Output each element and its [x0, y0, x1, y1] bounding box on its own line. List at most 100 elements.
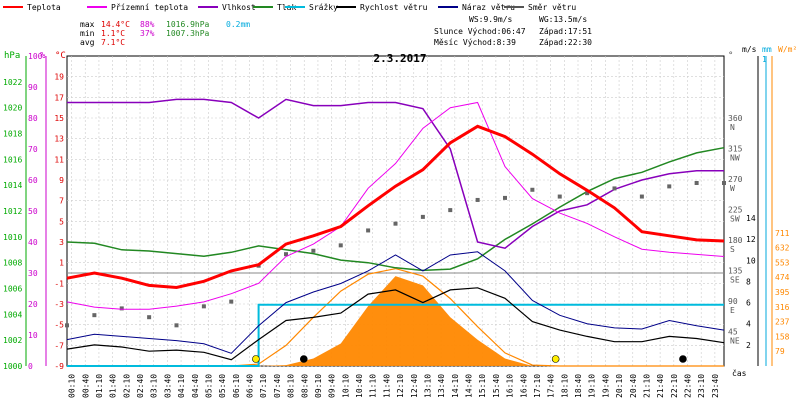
- tick-label-temp: 9: [59, 176, 64, 185]
- tick-label-ms: 2: [746, 341, 751, 350]
- x-tick-label: 03:40: [163, 374, 172, 398]
- legend-label: Srážky: [309, 3, 338, 12]
- wind-direction-point: [503, 195, 507, 200]
- x-tick-label: 18:10: [560, 374, 569, 398]
- tick-label-mm: 1: [762, 55, 767, 64]
- wind-direction-point: [92, 313, 97, 318]
- wind-direction-point: [366, 228, 371, 233]
- x-tick-label: 09:40: [328, 374, 337, 398]
- tick-label-pct: 80: [28, 114, 38, 123]
- tick-label-temp: 7: [59, 197, 64, 206]
- tick-label-dir: S: [730, 245, 735, 254]
- wind-direction-point: [585, 191, 590, 196]
- series-ground-temperature: [66, 101, 725, 310]
- tick-label-temp: -9: [54, 362, 64, 371]
- tick-label-temp: 15: [54, 114, 64, 123]
- tick-label-wm2: 711: [775, 229, 790, 238]
- x-tick-label: 03:10: [150, 374, 159, 398]
- labels-layer: 2.3.2017 max 14.4°C 88% 1016.9hPa 0.2mm min 1.1…: [80, 15, 592, 65]
- wind-direction-point: [284, 252, 288, 257]
- tick-label-hpa: 1006: [3, 285, 22, 294]
- x-tick-label: 04:10: [177, 374, 186, 398]
- wind-direction-point: [667, 184, 672, 189]
- axis-unit-ms: m/s: [742, 45, 757, 54]
- stats-min-press: 1007.3hPa: [166, 29, 210, 38]
- legend-label: Teplota: [27, 3, 61, 12]
- tick-label-dir: NW: [730, 154, 740, 163]
- wind-direction-point: [65, 323, 69, 328]
- stats-min-label: min: [80, 29, 95, 38]
- wind-direction-point: [448, 208, 453, 213]
- tick-label-wm2: 316: [775, 303, 790, 312]
- tick-label-wm2: 553: [775, 258, 790, 267]
- x-tick-label: 11:40: [382, 374, 391, 398]
- x-tick-label: 08:40: [300, 374, 309, 398]
- x-tick-label: 01:40: [109, 374, 118, 398]
- x-tick-label: 17:40: [547, 374, 556, 398]
- tick-label-wm2: 237: [775, 318, 790, 327]
- wind-direction-point: [530, 187, 535, 192]
- tick-label-deg: 315: [728, 145, 743, 154]
- tick-label-pct: 40: [28, 238, 38, 247]
- series-temperature: [66, 124, 725, 290]
- tick-label-hpa: 1002: [3, 336, 22, 345]
- tick-label-hpa: 1016: [3, 155, 22, 164]
- x-tick-label: 19:10: [588, 374, 597, 398]
- marker-moonset: [679, 355, 687, 363]
- tick-label-temp: -1: [54, 279, 64, 288]
- series-wind-speed: [66, 287, 725, 361]
- x-tick-label: 06:40: [246, 374, 255, 398]
- tick-label-dir: W: [730, 184, 735, 193]
- x-tick-label: 22:10: [670, 374, 679, 398]
- x-tick-label: 17:10: [533, 374, 542, 398]
- wind-direction-point: [119, 306, 124, 311]
- x-tick-label: 22:40: [684, 374, 693, 398]
- wind-direction-point: [639, 194, 644, 199]
- x-tick-label: 02:40: [136, 374, 145, 398]
- wind-direction-point: [393, 221, 398, 226]
- series-layer: [65, 98, 726, 367]
- tick-label-deg: 90: [728, 297, 738, 306]
- wind-direction-point: [420, 214, 425, 219]
- legend-label: Náraz větru: [462, 3, 515, 12]
- axis-unit-deg: °: [728, 51, 733, 61]
- legend-label: Směr větru: [528, 3, 576, 12]
- tick-label-pct: 70: [28, 145, 38, 154]
- x-tick-label: 18:40: [574, 374, 583, 398]
- stats-min-temp: 1.1°C: [101, 29, 125, 38]
- x-tick-label: 02:10: [122, 374, 131, 398]
- tick-label-deg: 225: [728, 206, 743, 215]
- tick-label-deg: 45: [728, 328, 738, 337]
- stats-avg-label: avg: [80, 38, 95, 47]
- x-tick-label: 14:40: [465, 374, 474, 398]
- tick-label-dir: N: [730, 123, 735, 132]
- tick-label-deg: 360: [728, 114, 743, 123]
- x-tick-label: 14:10: [451, 374, 460, 398]
- tick-label-deg: 180: [728, 236, 743, 245]
- axis-unit-mm: mm: [762, 45, 772, 54]
- series-solar-radiation: [67, 276, 724, 366]
- stats-max-hum: 88%: [140, 20, 155, 29]
- tick-label-ms: 6: [746, 299, 751, 308]
- wind-direction-point: [475, 197, 480, 202]
- tick-label-pct: 90: [28, 83, 38, 92]
- tick-label-deg: 270: [728, 175, 743, 184]
- x-tick-label: 10:40: [355, 374, 364, 398]
- tick-label-hpa: 1022: [3, 78, 22, 87]
- wind-direction-point: [147, 315, 152, 320]
- tick-label-dir: SE: [730, 276, 740, 285]
- x-tick-label: 00:40: [81, 374, 90, 398]
- x-tick-label: 15:40: [492, 374, 501, 398]
- tick-label-temp: -3: [54, 300, 64, 309]
- tick-label-ms: 4: [746, 320, 751, 329]
- x-tick-label: 16:40: [519, 374, 528, 398]
- tick-label-hpa: 1008: [3, 259, 22, 268]
- x-tick-label: 07:40: [273, 374, 282, 398]
- series-wind-gust: [66, 251, 725, 354]
- tick-label-pct: 60: [28, 176, 38, 185]
- tick-label-hpa: 1010: [3, 233, 22, 242]
- stats-max-label: max: [80, 20, 95, 29]
- series-pressure: [66, 146, 725, 272]
- x-tick-label: 21:40: [656, 374, 665, 398]
- axis-unit-hpa: hPa: [4, 51, 20, 61]
